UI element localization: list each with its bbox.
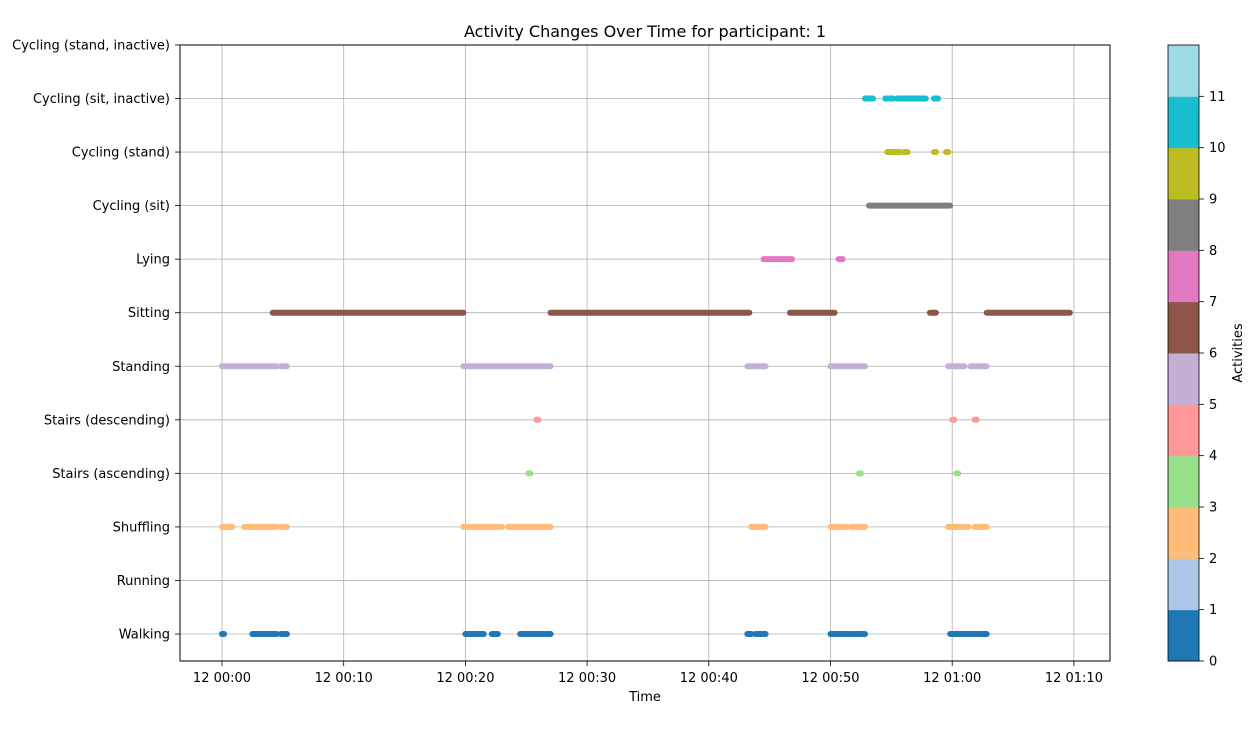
colorbar-tick-label: 4 bbox=[1209, 449, 1217, 464]
y-tick-label-cycling-sit-inactive: Cycling (sit, inactive) bbox=[33, 92, 170, 107]
colorbar-tick-label: 0 bbox=[1209, 655, 1217, 670]
y-tick-labels: Walking Running Shuffling Stairs (ascending… bbox=[12, 38, 180, 643]
colorbar-tick-label: 7 bbox=[1209, 295, 1217, 310]
colorbar-tick-label: 5 bbox=[1209, 398, 1217, 413]
colorbar-swatch bbox=[1168, 404, 1199, 457]
x-tick-label: 12 00:20 bbox=[436, 671, 494, 686]
colorbar-swatch bbox=[1168, 609, 1199, 662]
grid-layer bbox=[180, 44, 1110, 661]
x-tick-label: 12 00:00 bbox=[193, 671, 251, 686]
y-tick-label-cycling-stand-inactive: Cycling (stand, inactive) bbox=[12, 38, 170, 53]
y-tick-label-running: Running bbox=[117, 574, 170, 589]
colorbar-swatch bbox=[1168, 301, 1199, 354]
x-tick-label: 12 00:30 bbox=[558, 671, 616, 686]
marks-layer bbox=[219, 95, 1073, 637]
x-axis-label: Time bbox=[628, 690, 661, 705]
colorbar-tick-label: 6 bbox=[1209, 347, 1217, 362]
chart-title: Activity Changes Over Time for participa… bbox=[464, 22, 826, 41]
colorbar-tick-label: 1 bbox=[1209, 603, 1217, 618]
y-tick-label-sitting: Sitting bbox=[128, 306, 170, 321]
y-tick-label-cycling-stand: Cycling (stand) bbox=[72, 146, 170, 161]
plot-frame bbox=[179, 44, 1111, 662]
x-tick-label: 12 01:00 bbox=[923, 671, 981, 686]
colorbar-swatch bbox=[1168, 147, 1199, 200]
colorbar-swatch bbox=[1168, 45, 1199, 97]
colorbar: 0 1 2 3 4 5 6 7 8 9 10 11 bbox=[1167, 44, 1226, 670]
y-tick-label-cycling-sit: Cycling (sit) bbox=[93, 199, 170, 214]
colorbar-tick-label: 3 bbox=[1209, 501, 1217, 516]
x-tick-label: 12 00:10 bbox=[315, 671, 373, 686]
colorbar-tick-label: 10 bbox=[1209, 141, 1226, 156]
y-tick-label-stairs-descending: Stairs (descending) bbox=[44, 413, 170, 428]
x-tick-label: 12 01:10 bbox=[1045, 671, 1103, 686]
x-tick-labels: 12 00:00 12 00:10 12 00:20 12 00:30 12 00:40… bbox=[193, 661, 1103, 686]
colorbar-tick-label: 11 bbox=[1209, 90, 1226, 105]
y-tick-label-lying: Lying bbox=[136, 253, 170, 268]
colorbar-swatch bbox=[1168, 250, 1199, 303]
colorbar-swatch bbox=[1168, 507, 1199, 559]
colorbar-label: Activities bbox=[1231, 323, 1246, 383]
x-tick-label: 12 00:50 bbox=[801, 671, 859, 686]
colorbar-tick-label: 8 bbox=[1209, 244, 1217, 259]
y-tick-label-walking: Walking bbox=[119, 628, 170, 643]
colorbar-swatch bbox=[1168, 455, 1199, 508]
colorbar-tick-label: 9 bbox=[1209, 193, 1217, 208]
y-tick-label-shuffling: Shuffling bbox=[113, 520, 170, 535]
y-tick-label-stairs-ascending: Stairs (ascending) bbox=[52, 467, 170, 482]
colorbar-swatch bbox=[1168, 558, 1199, 611]
colorbar-swatch bbox=[1168, 96, 1199, 149]
colorbar-swatch bbox=[1168, 199, 1199, 251]
colorbar-tick-label: 2 bbox=[1209, 552, 1217, 567]
y-tick-label-standing: Standing bbox=[112, 360, 170, 375]
colorbar-swatch bbox=[1168, 353, 1199, 405]
x-tick-label: 12 00:40 bbox=[680, 671, 738, 686]
